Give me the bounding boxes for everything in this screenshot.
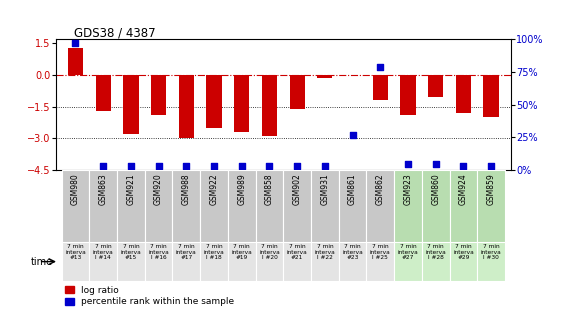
- Text: time: time: [31, 257, 53, 267]
- Text: GSM923: GSM923: [403, 174, 412, 205]
- Text: GSM931: GSM931: [320, 174, 329, 205]
- Bar: [62, 170, 89, 242]
- Bar: [339, 170, 366, 242]
- Point: [459, 164, 468, 169]
- Bar: [283, 242, 311, 281]
- Bar: [145, 242, 172, 281]
- Bar: [172, 242, 200, 281]
- Bar: [262, 75, 277, 136]
- Text: 7 min
interva
#19: 7 min interva #19: [231, 244, 252, 260]
- Bar: [89, 242, 117, 281]
- Point: [237, 164, 246, 169]
- Point: [182, 164, 191, 169]
- Bar: [206, 75, 222, 128]
- Point: [320, 164, 329, 169]
- Bar: [311, 242, 339, 281]
- Bar: [117, 242, 145, 281]
- Bar: [256, 242, 283, 281]
- Text: GSM920: GSM920: [154, 174, 163, 205]
- Point: [431, 161, 440, 166]
- Bar: [422, 170, 449, 242]
- Text: GSM988: GSM988: [182, 174, 191, 205]
- Text: GSM861: GSM861: [348, 174, 357, 205]
- Text: 7 min
interva
l #14: 7 min interva l #14: [93, 244, 113, 260]
- Bar: [477, 170, 505, 242]
- Text: GSM980: GSM980: [71, 174, 80, 205]
- Text: 7 min
interva
#29: 7 min interva #29: [453, 244, 474, 260]
- Bar: [456, 75, 471, 113]
- Text: 7 min
interva
l #30: 7 min interva l #30: [481, 244, 502, 260]
- Bar: [145, 170, 172, 242]
- Text: 7 min
interva
#15: 7 min interva #15: [121, 244, 141, 260]
- Point: [99, 164, 108, 169]
- Bar: [179, 75, 194, 138]
- Bar: [228, 242, 256, 281]
- Bar: [234, 75, 249, 132]
- Text: GSM859: GSM859: [486, 174, 495, 205]
- Point: [71, 41, 80, 46]
- Text: GSM989: GSM989: [237, 174, 246, 205]
- Bar: [123, 75, 139, 134]
- Text: 7 min
interva
#27: 7 min interva #27: [398, 244, 419, 260]
- Bar: [256, 170, 283, 242]
- Text: GSM858: GSM858: [265, 174, 274, 205]
- Text: 7 min
interva
l #25: 7 min interva l #25: [370, 244, 390, 260]
- Bar: [449, 170, 477, 242]
- Point: [486, 164, 495, 169]
- Text: 7 min
interva
l #18: 7 min interva l #18: [204, 244, 224, 260]
- Text: 7 min
interva
#21: 7 min interva #21: [287, 244, 307, 260]
- Bar: [289, 75, 305, 109]
- Bar: [394, 242, 422, 281]
- Text: GSM863: GSM863: [99, 174, 108, 205]
- Text: 7 min
interva
l #16: 7 min interva l #16: [148, 244, 169, 260]
- Point: [126, 164, 135, 169]
- Point: [210, 164, 219, 169]
- Bar: [68, 48, 83, 75]
- Bar: [428, 75, 443, 97]
- Point: [293, 164, 302, 169]
- Bar: [89, 170, 117, 242]
- Bar: [172, 170, 200, 242]
- Text: 7 min
interva
#13: 7 min interva #13: [65, 244, 86, 260]
- Bar: [477, 242, 505, 281]
- Text: 7 min
interva
#23: 7 min interva #23: [342, 244, 363, 260]
- Text: GSM862: GSM862: [376, 174, 385, 205]
- Bar: [200, 242, 228, 281]
- Text: 7 min
interva
l #20: 7 min interva l #20: [259, 244, 280, 260]
- Bar: [484, 75, 499, 117]
- Bar: [366, 170, 394, 242]
- Bar: [228, 170, 256, 242]
- Text: 7 min
interva
l #22: 7 min interva l #22: [315, 244, 335, 260]
- Bar: [151, 75, 166, 115]
- Bar: [283, 170, 311, 242]
- Legend: log ratio, percentile rank within the sample: log ratio, percentile rank within the sa…: [65, 286, 234, 306]
- Text: 7 min
interva
l #28: 7 min interva l #28: [425, 244, 446, 260]
- Bar: [373, 75, 388, 100]
- Point: [376, 64, 385, 69]
- Bar: [449, 242, 477, 281]
- Bar: [422, 242, 449, 281]
- Text: GDS38 / 4387: GDS38 / 4387: [74, 26, 156, 39]
- Text: GSM860: GSM860: [431, 174, 440, 205]
- Bar: [339, 242, 366, 281]
- Bar: [200, 170, 228, 242]
- Bar: [318, 75, 333, 78]
- Point: [265, 164, 274, 169]
- Text: GSM922: GSM922: [210, 174, 219, 205]
- Bar: [401, 75, 416, 115]
- Point: [403, 161, 412, 166]
- Bar: [95, 75, 111, 111]
- Bar: [394, 170, 422, 242]
- Text: 7 min
interva
#17: 7 min interva #17: [176, 244, 197, 260]
- Bar: [311, 170, 339, 242]
- Bar: [366, 242, 394, 281]
- Text: GSM902: GSM902: [293, 174, 302, 205]
- Point: [348, 132, 357, 137]
- Text: GSM921: GSM921: [126, 174, 135, 205]
- Point: [154, 164, 163, 169]
- Bar: [117, 170, 145, 242]
- Bar: [62, 242, 89, 281]
- Text: GSM924: GSM924: [459, 174, 468, 205]
